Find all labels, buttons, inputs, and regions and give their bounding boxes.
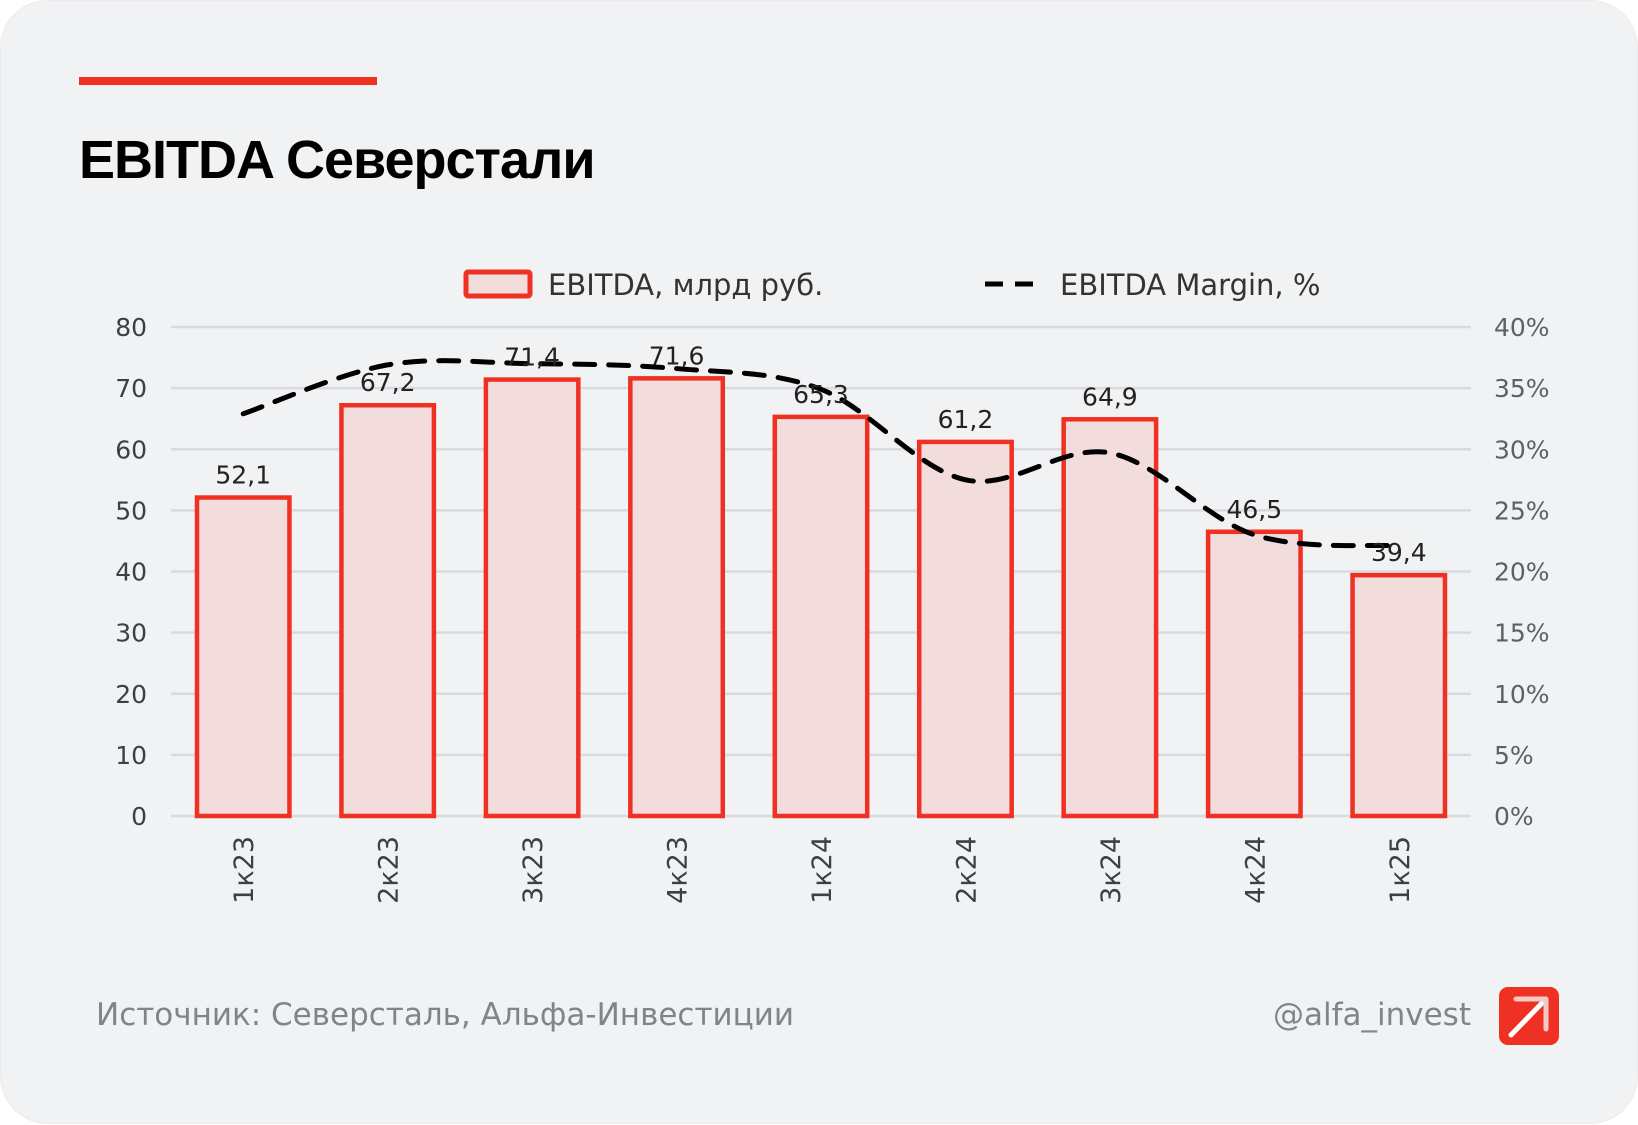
accent-bar — [79, 77, 377, 85]
y2-tick-label: 10% — [1494, 680, 1550, 709]
bar — [194, 495, 292, 819]
bar — [916, 439, 1014, 819]
bar-series — [194, 376, 1448, 819]
legend-swatch-bars — [463, 269, 533, 299]
bar — [483, 377, 581, 819]
bar-data-label: 39,4 — [1371, 538, 1427, 567]
bar — [1205, 529, 1303, 819]
x-tick-label: 3к23 — [518, 836, 549, 904]
bar — [772, 414, 870, 819]
bar-data-label: 71,4 — [504, 343, 560, 372]
source-note: Источник: Северсталь, Альфа-Инвестиции — [96, 997, 795, 1033]
bar-data-label: 71,6 — [649, 341, 705, 370]
y-tick-label: 10 — [115, 741, 147, 770]
x-axis: 1к23 2к23 3к23 4к23 1к24 2к24 3к24 4к24 1к25 — [229, 836, 1416, 904]
margin-line — [240, 358, 1402, 549]
bar-data-label: 52,1 — [215, 461, 271, 490]
x-tick-label: 4к24 — [1240, 836, 1271, 904]
bar — [1350, 572, 1448, 819]
legend: EBITDA, млрд руб. EBITDA Margin, % — [463, 268, 1320, 302]
y2-tick-label: 0% — [1494, 802, 1534, 831]
y-tick-label: 30 — [115, 619, 147, 648]
y-tick-label: 40 — [115, 558, 147, 587]
y2-tick-label: 20% — [1494, 558, 1550, 587]
legend-label-bars: EBITDA, млрд руб. — [548, 268, 823, 302]
y-tick-label: 20 — [115, 680, 147, 709]
y-axis-right: 0% 5% 10% 15% 20% 25% 30% 35% 40% — [1494, 313, 1550, 831]
legend-label-line: EBITDA Margin, % — [1060, 268, 1320, 302]
y2-tick-label: 25% — [1494, 496, 1550, 525]
y2-tick-label: 40% — [1494, 313, 1550, 342]
bar-data-label: 46,5 — [1226, 495, 1282, 524]
x-tick-label: 2к24 — [951, 836, 982, 904]
bar — [628, 376, 726, 819]
bar-data-label: 65,3 — [793, 380, 849, 409]
margin-line-series — [240, 358, 1402, 549]
y-tick-label: 80 — [115, 313, 147, 342]
y-tick-label: 70 — [115, 374, 147, 403]
x-tick-label: 3к24 — [1096, 836, 1127, 904]
bar-data-label: 67,2 — [360, 368, 416, 397]
x-tick-label: 1к23 — [229, 836, 260, 904]
y-tick-label: 0 — [131, 802, 147, 831]
data-labels: 52,1 67,2 71,4 71,6 65,3 61,2 64,9 46,5 39,4 — [215, 341, 1426, 567]
bar — [1061, 417, 1159, 819]
y-tick-label: 50 — [115, 496, 147, 525]
page-title: EBITDA Северстали — [79, 130, 596, 190]
y-tick-label: 60 — [115, 435, 147, 464]
x-tick-label: 4к23 — [663, 836, 694, 904]
y2-tick-label: 5% — [1494, 741, 1534, 770]
channel-handle[interactable]: @alfa_invest — [1272, 997, 1471, 1033]
x-tick-label: 2к23 — [374, 836, 405, 904]
y2-tick-label: 15% — [1494, 619, 1550, 648]
bar-data-label: 61,2 — [938, 405, 994, 434]
alfa-arrow-logo-icon — [1499, 987, 1559, 1045]
bar-data-label: 64,9 — [1082, 382, 1138, 411]
x-tick-label: 1к25 — [1385, 836, 1416, 904]
y2-tick-label: 30% — [1494, 435, 1550, 464]
bar — [339, 402, 437, 819]
y-axis-left: 0 10 20 30 40 50 60 70 80 — [115, 313, 147, 831]
y2-tick-label: 35% — [1494, 374, 1550, 403]
x-tick-label: 1к24 — [807, 836, 838, 904]
